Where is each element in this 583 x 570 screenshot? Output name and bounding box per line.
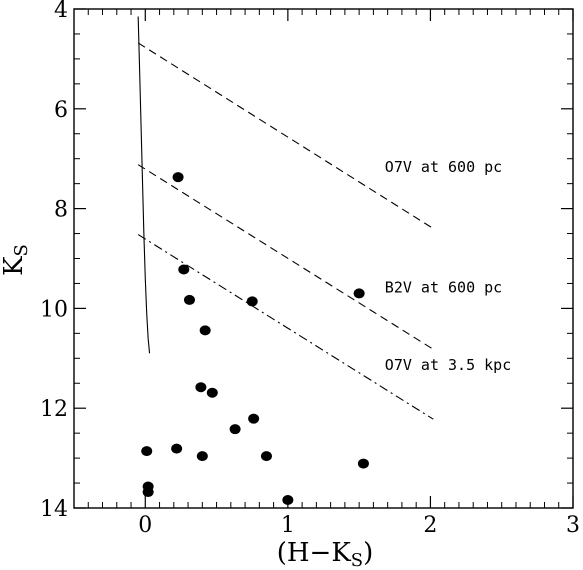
- y-axis-title: KS: [0, 244, 32, 276]
- data-points: [141, 172, 369, 506]
- data-point: [171, 443, 183, 454]
- data-point: [206, 387, 218, 398]
- reddening-line-label: O7V at 3.5 kpc: [385, 356, 511, 374]
- data-point: [248, 413, 260, 424]
- y-tick-label: 14: [40, 497, 68, 522]
- data-point: [141, 446, 153, 457]
- y-tick-label: 8: [54, 198, 68, 223]
- y-axis-title-main: K: [0, 256, 29, 276]
- y-axis-title-sub: S: [11, 244, 32, 256]
- y-tick-label: 12: [40, 397, 68, 422]
- data-point: [172, 172, 184, 183]
- data-point: [353, 288, 365, 299]
- plot-frame: [73, 8, 574, 509]
- x-tick-label: 3: [566, 513, 580, 538]
- x-tick-label: 2: [423, 513, 437, 538]
- series-lines: [137, 16, 434, 420]
- x-tick-label: 0: [138, 513, 152, 538]
- data-point: [178, 264, 190, 275]
- data-point: [183, 294, 195, 305]
- reddening-line: [137, 42, 434, 230]
- y-tick-label: 10: [40, 297, 68, 322]
- reddening-line-label: B2V at 600 pc: [385, 278, 502, 296]
- x-axis-title-main: (H−K: [277, 538, 352, 568]
- data-point: [246, 296, 258, 307]
- x-axis-title: (H−KS): [277, 538, 374, 570]
- data-point: [229, 424, 241, 435]
- y-tick-label: 4: [54, 0, 68, 23]
- data-point: [196, 451, 208, 462]
- data-point: [260, 451, 272, 462]
- reddening-line: [137, 234, 434, 420]
- x-axis-title-sub: S: [351, 550, 363, 570]
- reddening-line: [137, 164, 434, 350]
- reddening-line-label: O7V at 600 pc: [385, 158, 502, 176]
- main-sequence-curve: [137, 16, 151, 354]
- y-tick-label: 6: [54, 98, 68, 123]
- data-point: [199, 325, 211, 336]
- data-point: [357, 458, 369, 469]
- data-point: [195, 382, 207, 393]
- data-point: [282, 495, 294, 506]
- data-point: [142, 487, 154, 498]
- axis-ticks: [73, 8, 574, 509]
- x-axis-title-close: ): [363, 538, 373, 568]
- line-annotations: O7V at 600 pc B2V at 600 pc O7V at 3.5 kpc: [385, 158, 511, 374]
- x-tick-label: 1: [281, 513, 295, 538]
